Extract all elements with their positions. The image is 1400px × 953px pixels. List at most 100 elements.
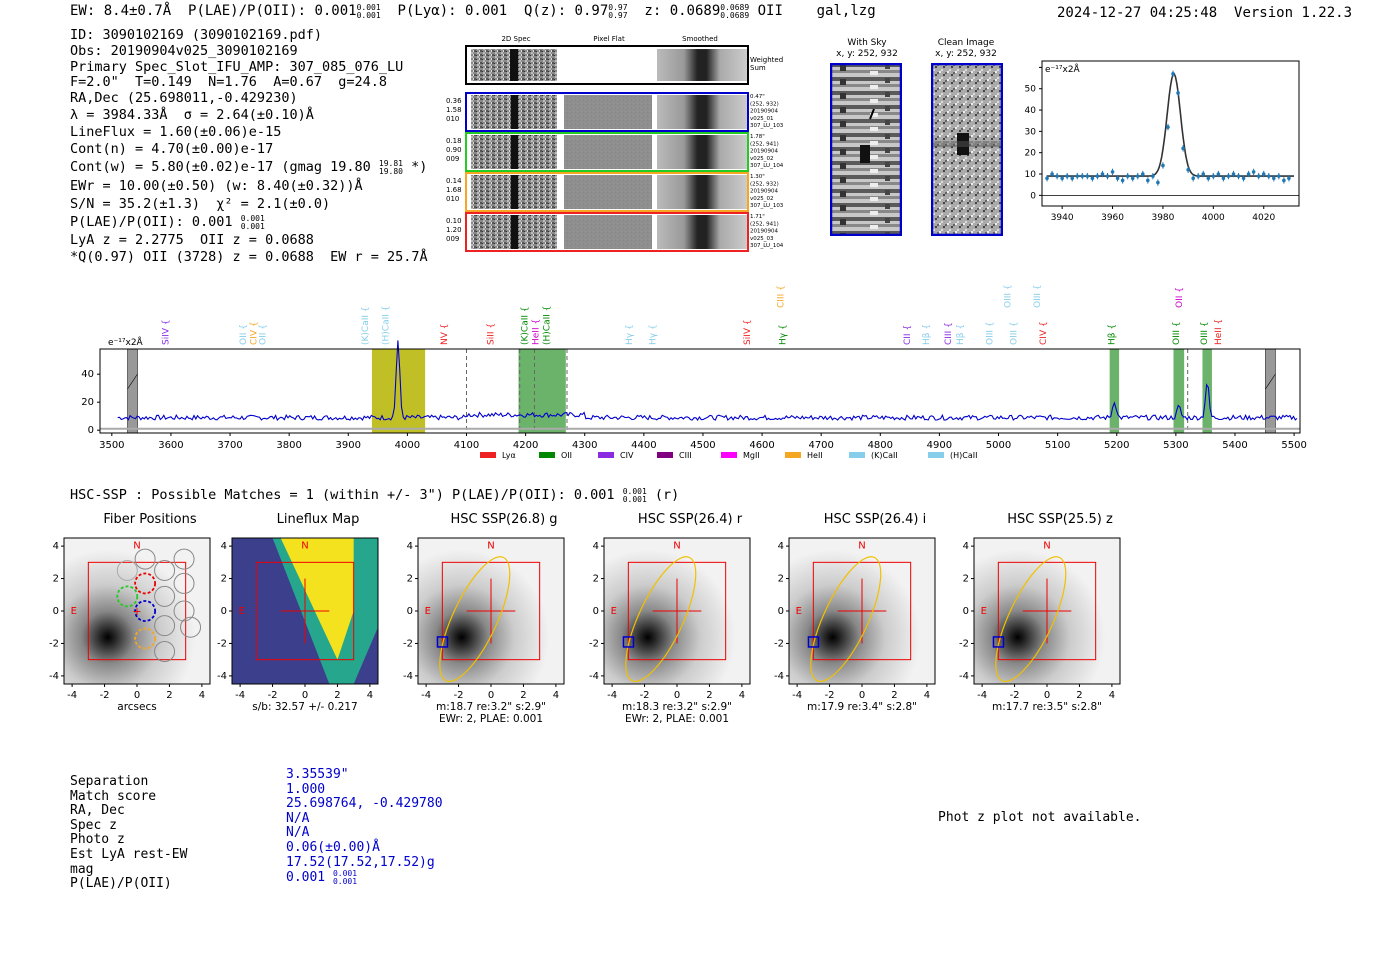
info-sn: S/N = 35.2(±1.3) χ² = 2.1(±0.0) [70,196,331,213]
header-plae-lo: 0.001 [356,11,381,20]
panel-ytick-label: 0 [963,606,969,617]
cutout-right-label: (252, 941) [750,221,779,227]
cutout-right-label: v025_03 [750,236,774,242]
spec-hatch-mark [1265,373,1276,390]
fit-curve [1047,72,1294,177]
compass-north: N [1043,541,1050,552]
cutout-flat [564,95,652,129]
cutout-left-label: 009 [446,155,459,163]
panel-ytick-label: -2 [589,638,599,649]
panel-ytick-label: 0 [593,606,599,617]
fit-point [1156,180,1160,185]
spec-line-label: OIII { [1200,321,1210,345]
panel-xtick-label: -4 [67,690,77,701]
fit-point [1065,174,1069,178]
panel-xtick-label: 4 [924,690,930,701]
panel-xtick-label: 4 [1109,690,1115,701]
fit-ytick-label: 50 [1025,85,1037,95]
hsc-summary-hi: 0.001 [622,487,647,496]
spec-line-label: NV { [440,324,450,345]
with-sky-source [860,145,870,163]
clean-image-xy: x, y: 252, 932 [935,49,997,59]
panel-xtick-label: 0 [134,690,140,701]
cutout-right-label: (252, 932) [750,101,779,107]
match-label: Match score [70,788,157,804]
info-plae-line: P(LAE)/P(OII): 0.001 0.001 0.001 [70,213,428,231]
fit-point [1090,176,1095,181]
info-plae-lo: 0.001 [240,221,265,231]
imaging-panel-title: Lineflux Map [276,512,360,527]
match-value: 3.35539" [286,767,349,782]
panel-frame [231,537,379,685]
spec-legend-swatch [849,452,865,458]
spec-line-label: (H)CaII { [381,306,391,346]
cutout-flat [564,215,652,249]
panel-ytick-label: 4 [778,541,784,552]
spec-ytick-label: 40 [81,369,94,380]
panel-ytick-label: -4 [217,671,227,682]
fit-point [1236,174,1241,178]
panel-xtick-label: 4 [553,690,559,701]
info-plae-hi: 0.001 [240,213,265,223]
catalog-marker [622,636,635,648]
hsc-summary-text: HSC-SSP : Possible Matches = 1 (within +… [70,487,615,503]
fiber-circle [180,616,202,638]
panel-caption: m:18.3 re:3.2" s:2.9" [622,701,732,713]
fit-point [1135,174,1140,178]
lineflux-peak [280,538,354,660]
panel-xtick-label: -4 [792,690,802,701]
hsc-summary-end: (r) [646,487,680,503]
match-value: 0.06(±0.00)Å [286,839,380,855]
panel-xtick-label: 0 [302,690,308,701]
cutout-right-label: 307_LU_104 [750,163,784,169]
imaging-panel-plot: N E 4 2 0 -2 -4 -4 -2 0 2 4 m:17.9 re:3.4" s:2.8" [774,537,936,713]
spec-xtick-label: 4200 [513,440,538,451]
fit-point [1256,174,1261,178]
spec-legend-swatch [480,452,496,458]
info-lya: LyA z = 2.2775 OII z = 0.0688 [70,231,314,248]
fiber-circle [116,585,139,608]
panel-xtick-label: -4 [977,690,987,701]
weighted-2d-line [510,49,518,81]
compass-east: E [981,606,987,617]
fit-point [1070,176,1075,181]
panel-frame [417,537,565,685]
cutout-left-label: 1.20 [446,226,462,234]
imaging-panel-plot: N E 4 2 0 -2 -4 -4 -2 0 2 4 m:18.7 re:3.2" s:2.9"EWr… [403,537,565,725]
panel-ytick-label: 4 [407,541,413,552]
spec-top-line-label: CIII { [776,285,786,308]
panel-ytick-label: -2 [959,638,969,649]
match-label: mag [70,861,94,877]
fit-point [1161,163,1165,168]
fit-point [1181,146,1185,151]
header-plae-hi: 0.001 [356,3,381,12]
spec-main-highlight [371,349,426,433]
panel-xtick-label: 0 [1044,690,1050,701]
panel-ytick-label: -2 [403,638,413,649]
cutout-smoothed [657,175,747,209]
cutout-grid: 2D Spec Pixel Flat Smoothed Weighted 0.3… [446,35,784,252]
spec-xtick-label: 5200 [1104,440,1129,451]
cutout-left-label: 0.90 [446,146,462,154]
cutout-flat [564,175,652,209]
header-qz-hi: 0.97 [608,3,628,12]
info-lambda: λ = 3984.33Å σ = 2.64(±0.10)Å [70,106,314,123]
cutout-left-label: 009 [446,235,459,243]
panel-xtick-label: 2 [1076,690,1082,701]
aperture-box [87,561,187,661]
cutout-right-label: 20190904 [750,149,778,155]
cutout-right-label: 307_LU_103 [750,123,784,129]
with-sky-title: With Sky x, y: 252, 932 [832,38,902,60]
imaging-panel: HSC SSP(26.4) r N E 4 2 0 -2 -4 -4 -2 0 2 4 m:18.3 re… [589,512,770,733]
panel-xtick-label: 0 [674,690,680,701]
catalog-marker [436,636,449,648]
spec-xtick-label: 4800 [868,440,893,451]
fit-point [1045,176,1049,181]
imaging-panel-title: HSC SSP(25.5) z [1007,512,1113,527]
hsc-summary: HSC-SSP : Possible Matches = 1 (within +… [70,487,679,504]
spec-line-label: (K)CaII { [520,306,530,345]
cutout-2d-line [511,215,518,249]
spec-legend-label: Lyα [502,451,516,460]
detection-info: ID: 3090102169 (3090102169.pdf) Obs: 2019… [70,27,428,266]
spec-legend-label: MgII [743,451,760,460]
